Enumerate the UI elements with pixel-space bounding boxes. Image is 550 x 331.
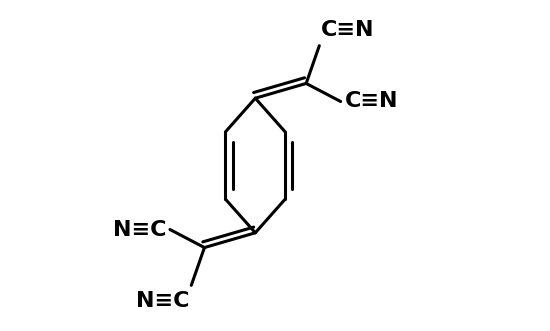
Text: N≡C: N≡C [136,291,190,311]
Text: N≡C: N≡C [113,219,166,240]
Text: C≡N: C≡N [345,91,398,112]
Text: C≡N: C≡N [321,20,375,40]
